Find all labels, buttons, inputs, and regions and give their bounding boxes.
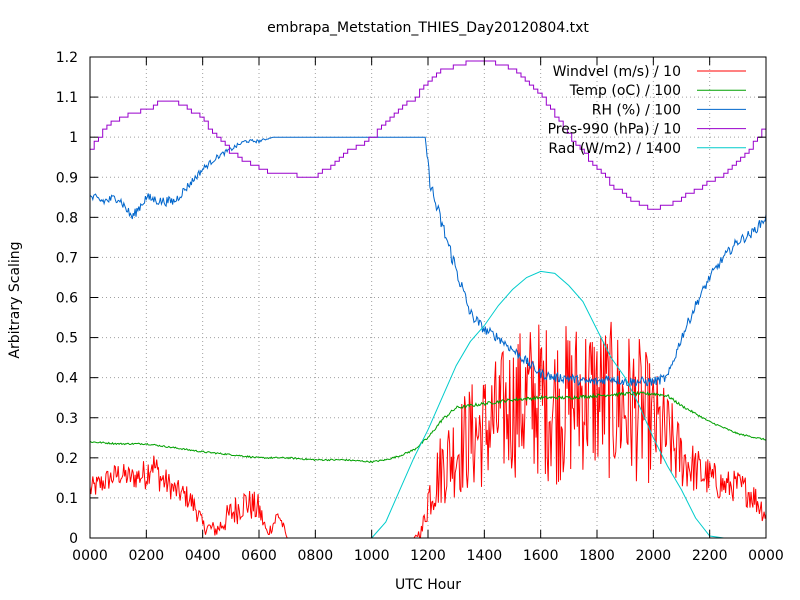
x-tick-label: 1200 — [410, 548, 446, 564]
x-tick-label: 0600 — [241, 548, 277, 564]
legend-label: Windvel (m/s) / 10 — [553, 64, 681, 80]
y-tick-label: 1 — [69, 130, 78, 146]
series-line-windvel — [89, 321, 767, 539]
x-tick-label: 0000 — [72, 548, 108, 564]
series-line-rad — [90, 270, 766, 539]
x-tick-label: 1800 — [579, 548, 615, 564]
legend-label: Rad (W/m2) / 1400 — [548, 141, 681, 157]
y-tick-label: 1.1 — [56, 90, 78, 106]
x-tick-label: 0200 — [129, 548, 165, 564]
x-axis-label: UTC Hour — [395, 577, 461, 593]
y-axis-label: Arbitrary Scaling — [7, 241, 23, 358]
y-tick-label: 1.2 — [56, 50, 78, 66]
x-tick-label: 1400 — [467, 548, 503, 564]
legend-label: Temp (oC) / 100 — [569, 83, 681, 99]
series-line-rh — [89, 136, 767, 388]
x-tick-label: 2000 — [636, 548, 672, 564]
x-tick-label: 0400 — [185, 548, 221, 564]
x-tick-label: 1600 — [523, 548, 559, 564]
legend-label: Pres-990 (hPa) / 10 — [548, 122, 681, 138]
x-tick-label: 0000 — [748, 548, 784, 564]
x-tick-label: 2200 — [692, 548, 728, 564]
chart-title: embrapa_Metstation_THIES_Day20120804.txt — [267, 20, 589, 36]
y-tick-label: 0.8 — [56, 210, 78, 226]
y-tick-label: 0.6 — [56, 291, 78, 307]
y-tick-label: 0.1 — [56, 491, 78, 507]
y-tick-label: 0.2 — [56, 451, 78, 467]
plot-series — [89, 60, 767, 539]
y-tick-label: 0.5 — [56, 331, 78, 347]
series-line-temp — [89, 390, 767, 464]
y-tick-label: 0.4 — [56, 371, 78, 387]
legend: Windvel (m/s) / 10 Temp (oC) / 100 RH (%) … — [548, 64, 746, 157]
y-tick-label: 0.7 — [56, 250, 78, 266]
y-tick-label: 0 — [69, 531, 78, 547]
grid-lines — [90, 57, 766, 538]
x-tick-label: 1000 — [354, 548, 390, 564]
legend-label: RH (%) / 100 — [592, 102, 681, 118]
series-line-pres-990 — [90, 60, 767, 210]
axis-ticks: 0 0.1 0.2 0.3 0.4 0.5 0.6 0.7 0.8 0.9 1 1.1 1.2 0000 0… — [56, 50, 784, 564]
y-tick-label: 0.3 — [56, 411, 78, 427]
y-tick-label: 0.9 — [56, 170, 78, 186]
x-tick-label: 0800 — [298, 548, 334, 564]
